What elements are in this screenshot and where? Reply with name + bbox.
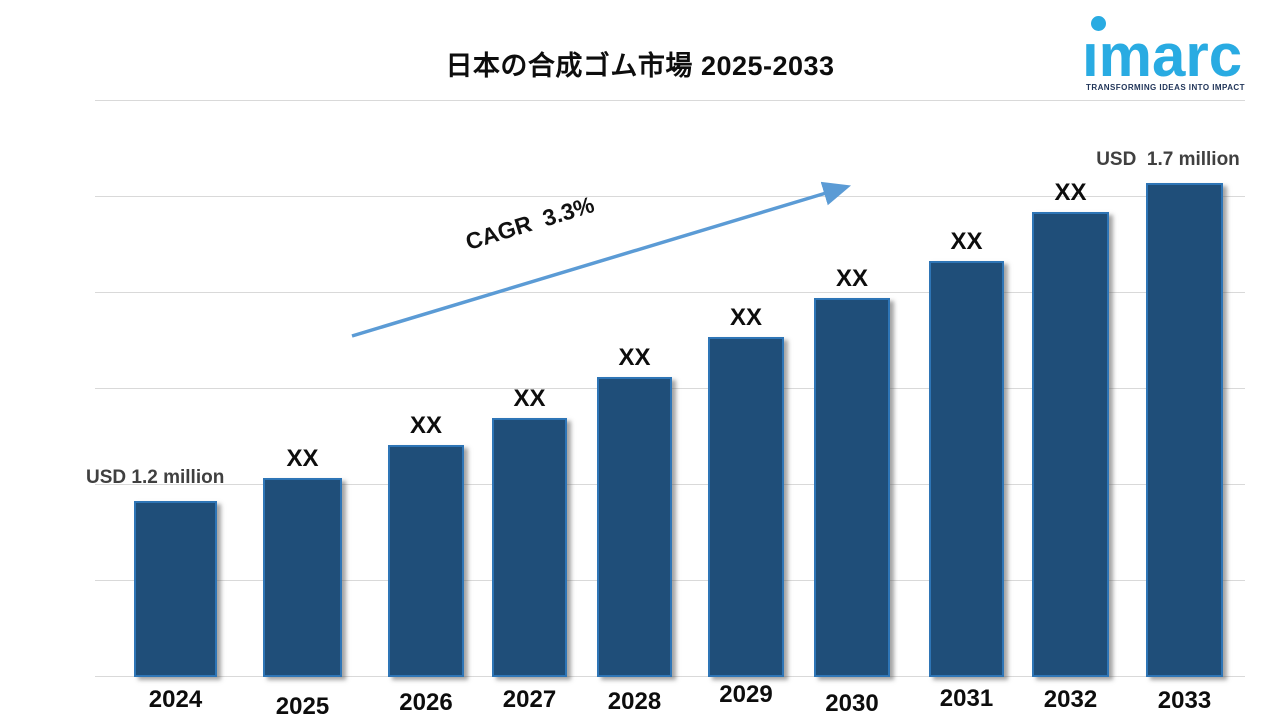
gridline xyxy=(95,196,1245,197)
chart-title: 日本の合成ゴム市場 2025-2033 xyxy=(445,51,835,81)
value-label-2029: XX xyxy=(729,304,762,331)
bar-2027 xyxy=(492,418,567,677)
bar-2033 xyxy=(1146,183,1223,677)
value-label-2026: XX xyxy=(409,412,442,439)
x-axis-label-2026: 2026 xyxy=(399,689,453,716)
bar-2032 xyxy=(1032,212,1109,677)
imarc-logo-tagline: TRANSFORMING IDEAS INTO IMPACT xyxy=(1086,83,1245,92)
gridline xyxy=(95,292,1245,293)
x-axis-label-2024: 2024 xyxy=(148,686,203,713)
x-axis-label-2025: 2025 xyxy=(275,693,330,720)
bar-2024 xyxy=(134,501,217,677)
gridline xyxy=(95,100,1245,101)
imarc-logo-dot-icon xyxy=(1091,16,1106,31)
x-axis-label-2029: 2029 xyxy=(719,681,773,708)
value-label-2027: XX xyxy=(513,385,546,412)
value-label-2032: XX xyxy=(1054,179,1087,206)
value-label-2024: USD 1.2 million xyxy=(86,467,225,488)
bar-2029 xyxy=(708,337,784,677)
value-label-2025: XX xyxy=(286,445,319,472)
imarc-logo: ımarc TRANSFORMING IDEAS INTO IMPACT xyxy=(1080,12,1266,96)
x-axis-label-2030: 2030 xyxy=(825,690,879,717)
value-label-2030: XX xyxy=(835,265,868,292)
x-axis-label-2031: 2031 xyxy=(939,685,994,712)
value-label-2033: USD 1.7 million xyxy=(1096,149,1240,170)
bar-2025 xyxy=(263,478,342,677)
x-axis-label-2027: 2027 xyxy=(502,686,557,713)
x-axis-label-2033: 2033 xyxy=(1157,687,1212,714)
bar-2026 xyxy=(388,445,464,677)
bar-2030 xyxy=(814,298,890,677)
bar-2031 xyxy=(929,261,1004,677)
bar-2028 xyxy=(597,377,672,677)
imarc-logo-brand: ımarc xyxy=(1082,22,1243,89)
x-axis-label-2032: 2032 xyxy=(1043,686,1098,713)
cagr-trend-arrow xyxy=(351,181,852,338)
value-label-2028: XX xyxy=(618,344,651,371)
value-label-2031: XX xyxy=(950,228,983,255)
x-axis-label-2028: 2028 xyxy=(607,688,662,715)
